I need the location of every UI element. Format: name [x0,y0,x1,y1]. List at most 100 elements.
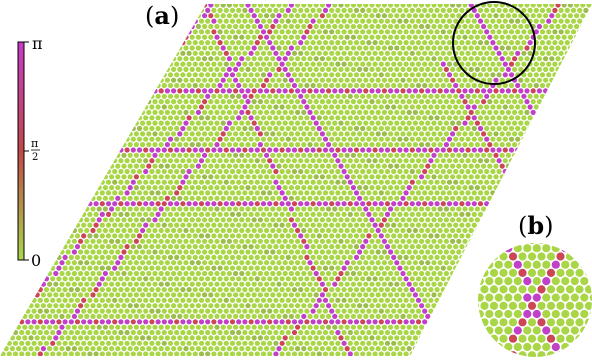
lattice-site [546,201,552,207]
lattice-site [561,195,567,201]
lattice-site [136,233,143,239]
lattice-site [267,104,273,110]
lattice-site [453,179,459,185]
lattice-site [412,260,418,266]
lattice-site [133,45,139,51]
lattice-site [102,195,108,201]
lattice-site [583,179,589,185]
lattice-site [251,4,257,8]
lattice-site [84,174,90,180]
lattice-site [285,233,291,239]
lattice-site [102,131,108,137]
lattice-site [437,120,443,126]
lattice-site [279,190,285,196]
lattice-site [270,152,276,158]
lattice-site [570,125,577,132]
lattice-site [440,115,446,121]
lattice-site [174,147,180,153]
lattice-site [437,13,443,19]
lattice-site [552,18,558,24]
lattice-site [397,18,403,24]
lattice-site [291,233,298,239]
lattice-site [158,206,164,212]
lattice-site [555,152,561,158]
lattice-site [223,18,229,24]
lattice-site [363,163,369,169]
lattice-site [453,147,459,153]
lattice-site [586,260,592,266]
lattice-site [68,201,74,207]
lattice-site [87,190,93,196]
lattice-site [53,34,59,40]
lattice-site [533,61,539,67]
lattice-site [412,66,418,72]
lattice-site [443,131,449,137]
lattice-site [505,13,511,19]
lattice-site [273,104,279,110]
lattice-site [214,206,220,212]
lattice-site [388,4,394,8]
lattice-site [270,238,276,244]
lattice-site [481,142,487,148]
lattice-site [93,158,99,164]
lattice-site [316,201,322,207]
lattice-site [558,72,564,78]
lattice-site [115,217,121,223]
lattice-site [208,270,214,277]
lattice-site [440,7,446,13]
lattice-site [96,270,102,277]
lattice-site [40,99,47,105]
lattice-site [530,152,536,158]
lattice-site [443,238,449,244]
lattice-site [124,115,130,121]
lattice-site [140,238,146,244]
lattice-site [183,45,189,51]
lattice-site [490,158,496,164]
lattice-site [335,233,341,239]
lattice-site [419,249,425,255]
lattice-site [372,201,378,207]
lattice-site [0,61,6,67]
lattice-site [273,211,279,217]
lattice-site [341,93,347,99]
lattice-site [536,99,543,105]
lattice-site [127,4,133,8]
lattice-site [143,82,149,89]
lattice-site [574,56,580,62]
lattice-site [6,233,12,239]
lattice-site [40,260,47,266]
lattice-site [499,77,505,83]
lattice-site [223,136,229,142]
lattice-site [301,217,307,223]
lattice-site [419,195,425,201]
lattice-site [226,4,232,8]
lattice-site [394,249,400,255]
lattice-site [78,77,84,83]
lattice-site [456,45,462,51]
lattice-site [375,163,381,169]
lattice-site [304,115,310,121]
lattice-site [319,152,325,158]
lattice-site [53,270,59,277]
lattice-site [180,254,186,260]
lattice-site [298,190,304,196]
lattice-site [28,206,34,212]
lattice-site [233,206,239,212]
lattice-site [357,249,363,255]
lattice-site [291,244,298,250]
lattice-site [322,82,329,89]
lattice-site [329,233,335,239]
lattice-site [270,77,276,83]
lattice-site [406,152,412,158]
lattice-site [285,147,291,153]
lattice-site [183,152,189,158]
lattice-site [298,18,304,24]
lattice-site [524,109,530,115]
lattice-site [530,77,536,83]
lattice-site [167,61,174,67]
lattice-site [171,260,177,266]
lattice-site [205,7,211,13]
lattice-site [155,201,161,207]
lattice-site [375,195,381,201]
lattice-site [564,125,570,132]
